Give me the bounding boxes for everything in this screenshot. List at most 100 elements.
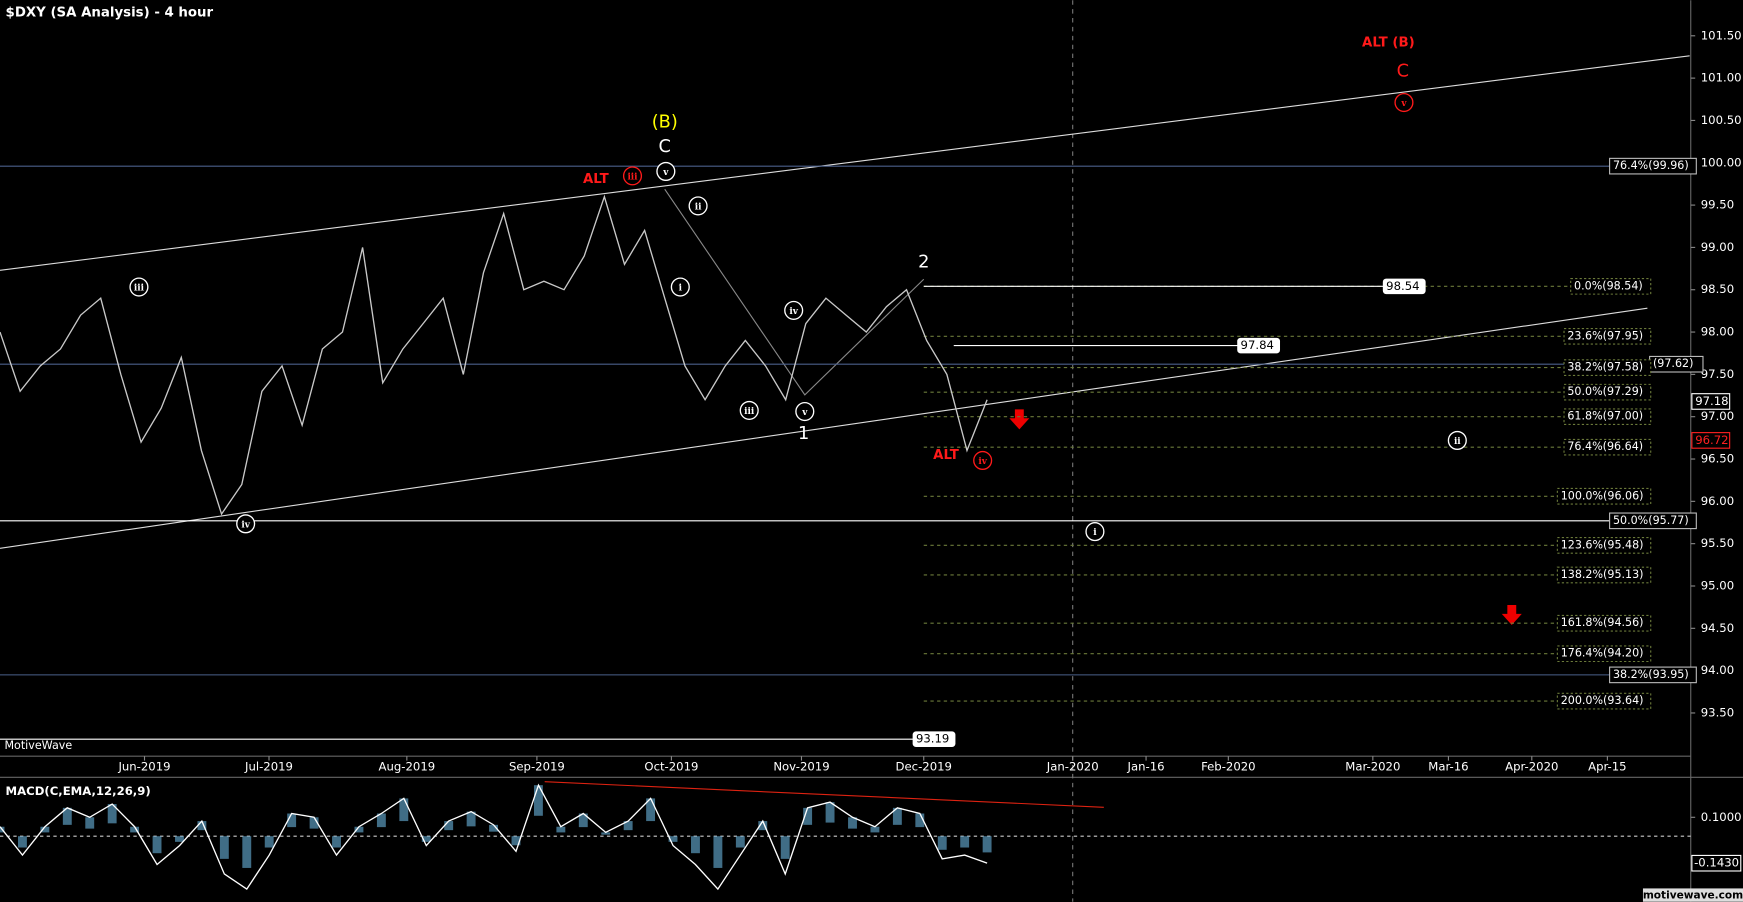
macd-bar [937,836,947,850]
macd-bar [107,804,117,824]
x-tick-label: Aug-2019 [379,760,436,774]
level-label: 76.4%(99.96) [1613,159,1689,172]
wave-circle [688,196,708,216]
macd-bar [264,836,274,848]
wave-label: v [1400,99,1407,109]
macd-bar [219,836,229,859]
wave-circle [656,161,676,181]
macd-bar [152,836,162,854]
y-tick-label: 101.00 [1701,71,1742,85]
macd-bar [623,821,633,831]
macd-bar [399,798,409,822]
wave-label: iii [627,172,638,182]
y-tick-label: 94.00 [1701,663,1734,677]
macd-bar [713,836,723,868]
last-price-label: 97.18 [1695,394,1728,408]
x-tick-label: Apr-15 [1588,760,1626,774]
level-label: 38.2%(93.95) [1613,668,1689,681]
level-label: (97.62) [1653,357,1693,370]
wave-label: ii [1454,437,1461,447]
macd-last-box [1691,854,1742,872]
macd-bar [130,826,140,833]
x-tick-label: Feb-2020 [1201,760,1256,774]
wave-label: (B) [652,112,678,133]
wave-label: ALT [583,172,610,187]
y-tick-label: 101.50 [1701,28,1742,42]
price-tag-box [1237,337,1281,354]
chart-title: $DXY (SA Analysis) - 4 hour [6,5,214,20]
fib-label: 200.0%(93.64) [1561,694,1644,707]
macd-bar [915,813,925,828]
trend-line [0,55,1690,271]
macd-bar [982,836,992,853]
fib-label: 61.8%(97.00) [1567,410,1643,423]
macd-bar [578,813,588,828]
fib-box [1563,359,1652,376]
last-price-box [1691,432,1731,449]
wave-label: ALT (B) [1362,35,1415,50]
fib-label: 123.6%(95.48) [1561,538,1644,551]
macd-title: MACD(C,EMA,12,26,9) [6,784,151,798]
x-tick-label: Mar-2020 [1345,760,1400,774]
fib-label: 0.0%(98.54) [1574,279,1643,292]
wave-circle [622,166,643,186]
macd-bar [242,836,252,868]
macd-bar [489,824,498,832]
wave-label: C [1397,60,1409,81]
wave-label: v [662,168,669,178]
wave-circle [973,450,993,471]
fib-label: 76.4%(96.64) [1567,440,1643,453]
y-tick-label: 97.50 [1701,367,1734,381]
fib-box [1556,645,1652,663]
wave-label: iv [978,457,987,467]
y-tick-label: 99.50 [1701,198,1734,212]
macd-bar [85,817,95,829]
macd-bar [870,826,880,833]
fib-box [1570,278,1652,295]
last-price-label: 96.72 [1695,433,1728,447]
macd-last-label: -0.1430 [1694,856,1739,870]
wave-label: 2 [918,252,929,273]
fib-label: 100.0%(96.06) [1561,489,1644,502]
macd-bar [848,817,857,829]
x-tick-label: Jul-2019 [244,760,293,774]
macd-bar [466,811,476,827]
fib-box [1563,327,1652,345]
wave-label: ALT [933,448,960,463]
y-tick-label: 100.00 [1701,155,1742,169]
zigzag [664,188,925,396]
y-tick-label: 98.00 [1701,325,1734,339]
macd-bar [287,813,297,828]
x-tick-label: Mar-16 [1428,760,1468,774]
macd-bar [735,836,745,848]
wave-circle [236,514,256,534]
wave-circle [784,300,804,320]
macd-bar [892,807,902,825]
wave-label: iii [744,407,755,417]
level-label: 50.0%(95.77) [1613,514,1689,527]
macd-bar [354,826,364,833]
y-tick-label: 100.50 [1701,113,1742,127]
fib-box [1556,692,1652,710]
y-tick-label: 94.50 [1701,621,1734,635]
x-tick-label: Jun-2019 [117,760,170,774]
wave-label: i [679,284,683,294]
macd-bar [960,836,970,848]
fib-box [1556,487,1652,505]
fib-box [1563,438,1652,456]
macd-bar [601,832,611,835]
fib-box [1563,383,1652,401]
macd-bar [533,785,543,816]
macd-bar [646,798,656,822]
wave-circle [129,277,149,297]
last-price-box [1691,393,1731,410]
macd-bar [197,821,207,831]
y-tick-label: 95.00 [1701,578,1734,592]
level-box [1609,666,1697,684]
fib-label: 50.0%(97.29) [1567,385,1643,398]
macd-bar [309,817,319,829]
x-tick-label: Jan-16 [1127,760,1165,774]
